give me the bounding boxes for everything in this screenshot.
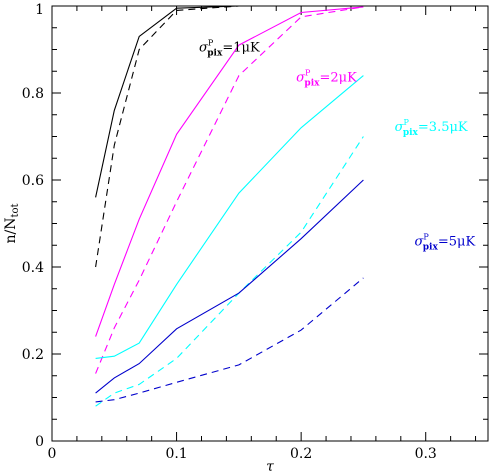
y-tick-label: 0.6	[22, 173, 44, 189]
annotation-3: σP pix=3.5μK	[395, 118, 468, 138]
annotation-sigma: σ	[415, 234, 425, 249]
series-lines	[95, 5, 364, 407]
y-tick-label: 0.4	[22, 260, 44, 276]
y-tick-label: 0	[35, 434, 44, 450]
y-axis-title-main: n/N	[3, 218, 19, 244]
series-line-8	[95, 277, 364, 403]
y-tick-label: 0.8	[22, 86, 44, 102]
annotation-sigma: σ	[199, 41, 209, 56]
annotation-sup: P	[423, 232, 429, 241]
annotation-sup: P	[403, 118, 409, 127]
y-axis-title: n/Ntot	[3, 203, 21, 243]
axis-ticks: 0 0.1 0.2 0.3 0 0.2 0.4 0.6 0.8 1	[22, 2, 488, 462]
annotation-sup: P	[208, 39, 214, 48]
y-tick-label: 0.2	[22, 347, 44, 363]
series-line-1	[95, 5, 239, 198]
annotation-sigma: σ	[296, 71, 306, 86]
annotation-value: =1μK	[222, 41, 260, 56]
annotation-sigma: σ	[395, 120, 405, 135]
annotation-value: =2μK	[320, 71, 358, 86]
annotation-1: σP pix=1μK	[199, 39, 260, 59]
series-line-7	[95, 179, 364, 394]
x-axis-title: τ	[266, 459, 274, 474]
annotation-4: σP pix=5μK	[415, 232, 476, 252]
annotation-sub: pix	[403, 128, 419, 138]
annotation-sub: pix	[304, 79, 320, 89]
series-line-4	[95, 6, 364, 374]
series-line-3	[95, 6, 364, 337]
y-axis-title-subscript: tot	[10, 203, 21, 217]
series-line-2	[95, 5, 239, 268]
x-tick-label: 0.1	[165, 446, 187, 462]
x-tick-label: 0.2	[290, 446, 312, 462]
x-tick-label: 0.3	[415, 446, 437, 462]
series-line-5	[95, 75, 364, 359]
annotation-value: =5μK	[438, 234, 476, 249]
annotation-sub: pix	[207, 49, 223, 59]
x-tick-label: 0	[48, 446, 57, 462]
annotation-sup: P	[305, 69, 311, 78]
annotation-value: =3.5μK	[418, 120, 468, 135]
annotation-2: σP pix=2μK	[296, 69, 357, 89]
y-tick-label: 1	[35, 2, 44, 18]
annotation-sub: pix	[423, 242, 439, 252]
